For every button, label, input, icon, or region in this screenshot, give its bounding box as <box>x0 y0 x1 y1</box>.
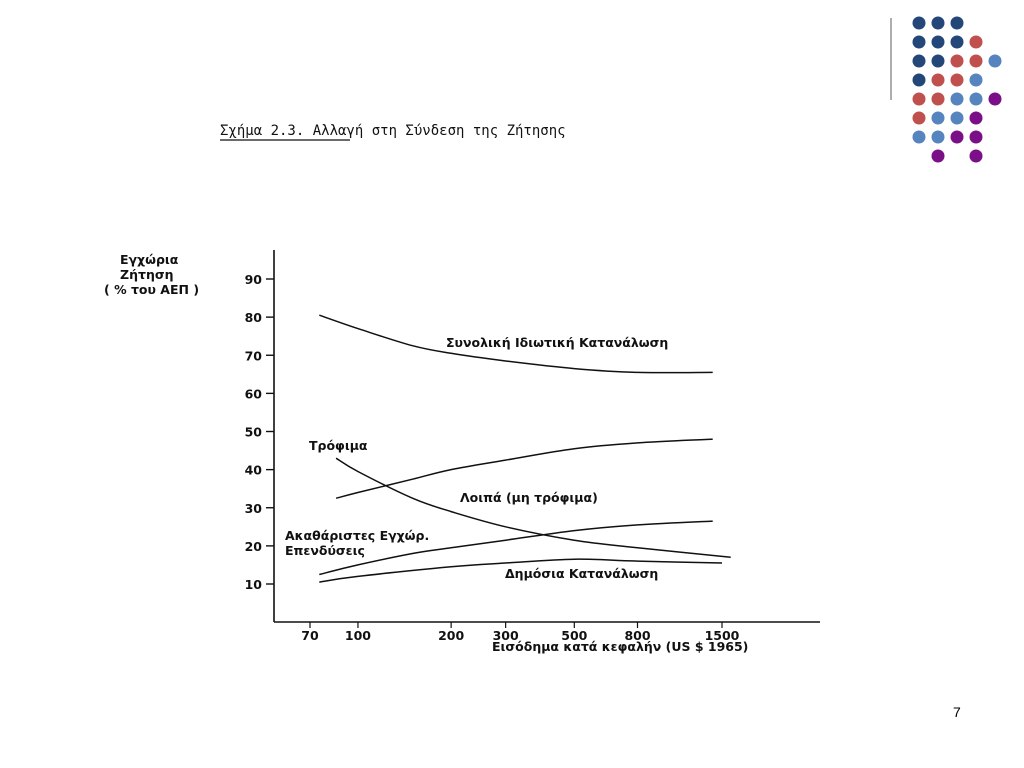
series-line-5 <box>319 558 723 583</box>
y-axis-label-line-3: ( % του ΑΕΠ ) <box>104 282 199 297</box>
decor-dot <box>950 54 964 68</box>
chart-title: Σχήμα 2.3. Αλλαγή στη Σύνδεση της Ζήτηση… <box>220 123 566 139</box>
series-label-investment-line-2: Επενδύσεις <box>285 543 365 558</box>
y-axis-label-line-2: Ζήτηση <box>120 267 173 282</box>
decor-dot <box>912 130 926 144</box>
decor-dot <box>950 35 964 49</box>
decor-dot <box>931 35 945 49</box>
y-tick-label: 90 <box>245 272 263 287</box>
decor-dot <box>912 54 926 68</box>
y-tick-label: 60 <box>245 386 263 401</box>
x-tick-label: 200 <box>438 628 464 643</box>
series-label-investment-line-1: Ακαθάριστες Εγχώρ. <box>285 528 429 543</box>
series-label-food: Τρόφιμα <box>309 438 368 453</box>
decor-dot <box>912 92 926 106</box>
series-label-private-consumption: Συνολική Ιδιωτική Κατανάλωση <box>446 335 668 350</box>
x-tick-label: 300 <box>493 628 519 643</box>
decor-dot <box>969 149 983 163</box>
decor-dot <box>969 130 983 144</box>
decor-dot <box>969 35 983 49</box>
decor-dot <box>912 111 926 125</box>
decor-dot <box>931 16 945 30</box>
decor-dot <box>912 35 926 49</box>
decor-dot <box>950 111 964 125</box>
series-label-public-consumption: Δημόσια Κατανάλωση <box>505 566 658 581</box>
series-lines <box>319 314 731 583</box>
decor-dot <box>969 73 983 87</box>
x-tick-label: 100 <box>345 628 371 643</box>
decor-dot <box>931 130 945 144</box>
x-axis-ticks: 70 100 200 300 500 800 1500 <box>301 622 740 643</box>
decor-dot <box>988 92 1002 106</box>
decor-dot <box>969 54 983 68</box>
decor-dot <box>950 130 964 144</box>
x-tick-label: 800 <box>624 628 650 643</box>
y-tick-label: 20 <box>245 539 263 554</box>
y-tick-label: 30 <box>245 501 263 516</box>
series-line-3 <box>335 438 713 499</box>
x-tick-label: 70 <box>301 628 319 643</box>
decor-dot <box>988 54 1002 68</box>
decor-dot <box>950 73 964 87</box>
y-axis-label-line-1: Εγχώρια <box>120 252 179 267</box>
x-tick-label: 500 <box>561 628 587 643</box>
y-axis-ticks: 10 20 30 40 50 60 70 80 90 <box>245 272 274 592</box>
decor-dot <box>950 92 964 106</box>
decor-dot <box>931 149 945 163</box>
decor-dot <box>969 92 983 106</box>
y-tick-label: 80 <box>245 310 263 325</box>
y-tick-label: 50 <box>245 425 263 440</box>
x-tick-label: 1500 <box>705 628 740 643</box>
y-tick-label: 70 <box>245 348 263 363</box>
series-line-2 <box>335 457 731 559</box>
slide-number: 7 <box>953 704 961 720</box>
decorative-dot-pattern <box>890 16 1002 163</box>
series-line-4 <box>319 520 713 576</box>
y-tick-label: 10 <box>245 577 263 592</box>
decor-dot <box>912 73 926 87</box>
y-tick-label: 40 <box>245 463 263 478</box>
decor-dot <box>931 111 945 125</box>
series-line-1 <box>319 314 713 374</box>
decor-dot <box>950 16 964 30</box>
decor-dot <box>969 111 983 125</box>
series-label-non-food: Λοιπά (μη τρόφιμα) <box>460 490 598 505</box>
decor-dot <box>912 16 926 30</box>
decor-dot <box>931 92 945 106</box>
decor-dot <box>931 54 945 68</box>
decor-dot <box>931 73 945 87</box>
x-axis-label: Εισόδημα κατά κεφαλήν (US $ 1965) <box>492 639 748 654</box>
